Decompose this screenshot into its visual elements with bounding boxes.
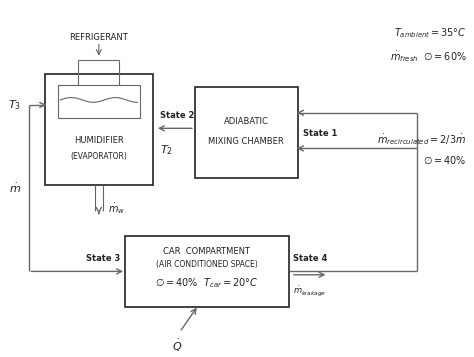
Text: $\dot{m}_{recirculated} = 2/3\dot{m}$: $\dot{m}_{recirculated} = 2/3\dot{m}$ bbox=[377, 132, 466, 147]
Text: $\dot{m}_{leakage}$: $\dot{m}_{leakage}$ bbox=[293, 285, 326, 299]
Text: $\dot{Q}$: $\dot{Q}$ bbox=[172, 337, 182, 353]
Text: (EVAPORATOR): (EVAPORATOR) bbox=[70, 152, 127, 161]
Bar bbox=[58, 85, 140, 118]
Bar bbox=[195, 87, 298, 178]
Text: State 4: State 4 bbox=[293, 254, 328, 263]
Text: State 3: State 3 bbox=[86, 254, 120, 263]
Text: ADIABATIC: ADIABATIC bbox=[224, 117, 269, 126]
Text: $\dot{m}_w$: $\dot{m}_w$ bbox=[108, 201, 125, 216]
Text: $\dot{m}$: $\dot{m}$ bbox=[9, 182, 21, 195]
Text: $T_{ambient} = 35°C$: $T_{ambient} = 35°C$ bbox=[394, 26, 466, 40]
Text: $T_3$: $T_3$ bbox=[9, 98, 21, 112]
Text: (AIR CONDITIONED SPACE): (AIR CONDITIONED SPACE) bbox=[155, 260, 257, 269]
Bar bbox=[125, 236, 289, 307]
Bar bbox=[45, 74, 153, 185]
Text: CAR  COMPARTMENT: CAR COMPARTMENT bbox=[163, 247, 250, 256]
Text: $\dot{m}_{fresh}$  $\emptyset = 60\%$: $\dot{m}_{fresh}$ $\emptyset = 60\%$ bbox=[390, 49, 466, 64]
Text: $T_2$: $T_2$ bbox=[160, 144, 173, 157]
Text: State 2: State 2 bbox=[160, 111, 194, 120]
Text: MIXING CHAMBER: MIXING CHAMBER bbox=[209, 137, 284, 146]
Text: $\emptyset = 40\%$  $T_{car} = 20°C$: $\emptyset = 40\%$ $T_{car} = 20°C$ bbox=[155, 277, 258, 290]
Text: HUMIDIFIER: HUMIDIFIER bbox=[74, 136, 124, 145]
Text: REFRIGERANT: REFRIGERANT bbox=[69, 32, 128, 42]
Text: $\emptyset = 40\%$: $\emptyset = 40\%$ bbox=[423, 154, 466, 166]
Text: State 1: State 1 bbox=[302, 130, 337, 139]
